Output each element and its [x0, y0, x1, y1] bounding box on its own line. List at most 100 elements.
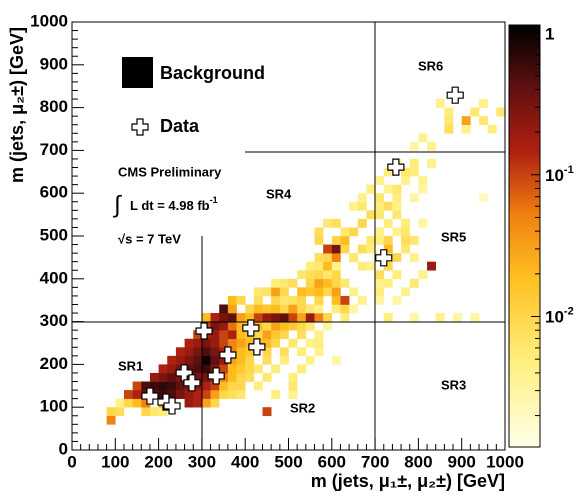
heatmap-cell: [323, 270, 333, 280]
heatmap-cell: [279, 287, 289, 297]
colorbar-tick-label: 10-1: [545, 164, 574, 186]
heatmap-cell: [253, 295, 263, 305]
heatmap-cell: [401, 287, 411, 297]
heatmap-cell: [383, 167, 393, 177]
heatmap-cell: [349, 253, 359, 262]
heatmap-cell: [383, 313, 393, 322]
heatmap-cell: [262, 338, 272, 348]
heatmap-cell: [297, 321, 307, 331]
x-tick-label: 400: [231, 452, 259, 471]
heatmap-cell: [288, 304, 298, 314]
heatmap-cell: [201, 338, 211, 348]
heatmap-cell: [314, 253, 324, 262]
heatmap-cell: [210, 313, 220, 322]
heatmap-cell: [392, 184, 402, 194]
heatmap-cell: [210, 390, 220, 399]
heatmap-cell: [444, 124, 454, 134]
heatmap-cell: [245, 304, 255, 314]
legend-swatch: [122, 57, 153, 88]
heatmap-cell: [236, 347, 246, 357]
y-tick-label: 1000: [30, 11, 68, 30]
heatmap-cell: [418, 184, 428, 194]
heatmap-cell: [340, 313, 350, 322]
x-tick-label: 900: [448, 452, 476, 471]
heatmap-cell: [236, 330, 246, 340]
heatmap-cell: [340, 278, 350, 288]
heatmap-cell: [349, 227, 359, 237]
heatmap-cell: [271, 364, 281, 374]
heatmap-cell: [305, 304, 315, 314]
heatmap-cell: [279, 330, 289, 340]
heatmap-cell: [219, 390, 229, 399]
x-tick-label: 200: [144, 452, 172, 471]
heatmap-cell: [288, 313, 298, 322]
data-point: [387, 158, 405, 176]
heatmap-cell: [236, 355, 246, 365]
heatmap-cell: [236, 381, 246, 391]
heatmap-cell: [357, 193, 367, 203]
heatmap-cell: [115, 398, 125, 408]
heatmap-cell: [392, 270, 402, 280]
annotation: L dt = 4.98 fb-1: [130, 195, 218, 213]
x-tick-label: 100: [101, 452, 129, 471]
heatmap-cell: [193, 390, 203, 399]
heatmap-cell: [470, 313, 480, 322]
heatmap-cell: [141, 398, 151, 408]
x-tick-label: 600: [318, 452, 346, 471]
heatmap-cell: [245, 313, 255, 322]
heatmap-cell: [392, 201, 402, 211]
data-point: [446, 86, 464, 104]
heatmap-cell: [106, 415, 116, 425]
heatmap-cell: [193, 347, 203, 357]
heatmap-cell: [409, 158, 419, 168]
heatmap-cell: [340, 295, 350, 305]
heatmap-cell: [487, 124, 497, 134]
heatmap-cell: [175, 381, 185, 391]
heatmap-cell: [349, 304, 359, 314]
heatmap-cell: [236, 321, 246, 331]
heatmap-cell: [201, 381, 211, 391]
heatmap-cell: [184, 364, 194, 374]
heatmap-cell: [479, 193, 488, 203]
heatmap-cell: [323, 261, 333, 271]
heatmap-cell: [305, 287, 315, 297]
y-tick-label: 100: [40, 397, 68, 416]
heatmap-cell: [349, 201, 359, 211]
heatmap-cell: [297, 304, 307, 314]
heatmap-cell: [279, 304, 289, 314]
heatmap-cell: [479, 99, 488, 108]
data-point: [375, 249, 393, 267]
heatmap-cell: [201, 372, 211, 382]
heatmap-cell: [123, 390, 133, 399]
heatmap-cell: [201, 355, 211, 365]
heatmap-cell: [253, 287, 263, 297]
heatmap-cell: [323, 218, 333, 228]
heatmap-cell: [314, 261, 324, 271]
heatmap-cell: [271, 295, 281, 305]
heatmap-cell: [314, 330, 324, 340]
legend-label: Data: [160, 116, 200, 136]
heatmap-cell: [262, 347, 272, 357]
heatmap-cell: [375, 270, 385, 280]
heatmap-cell: [253, 330, 263, 340]
heatmap-cell: [418, 133, 428, 143]
legend-marker: [131, 118, 149, 136]
heatmap-cell: [184, 338, 194, 348]
heatmap-cell: [305, 355, 315, 365]
heatmap-cell: [219, 313, 229, 322]
heatmap-cell: [314, 295, 324, 305]
heatmap-cell: [210, 338, 220, 348]
heatmap-cell: [193, 398, 203, 408]
heatmap-cell: [271, 304, 281, 314]
heatmap-cell: [262, 330, 272, 340]
heatmap-cell: [288, 390, 298, 399]
heatmap-cell: [167, 381, 177, 391]
heatmap-cell: [175, 372, 185, 382]
heatmap-cell: [141, 381, 151, 391]
heatmap-cell: [314, 236, 324, 245]
heatmap-cell: [366, 184, 376, 194]
heatmap-cell: [271, 321, 281, 331]
heatmap-cell: [253, 313, 263, 322]
data-point: [163, 397, 181, 415]
